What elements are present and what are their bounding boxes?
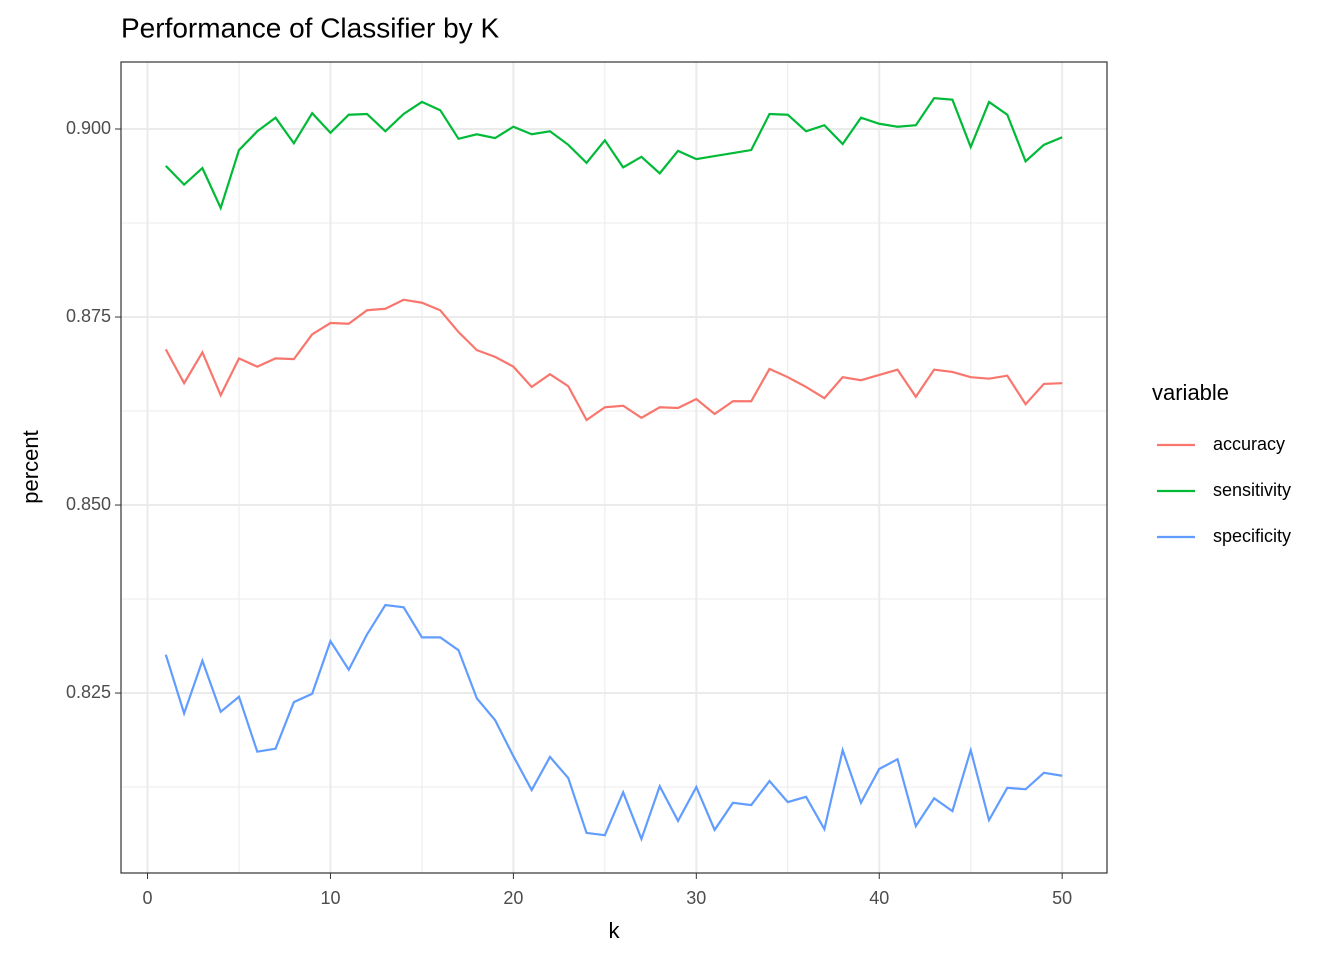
x-tick-label: 50 <box>1052 888 1072 908</box>
x-axis-title: k <box>609 918 621 943</box>
legend-label: specificity <box>1213 526 1291 546</box>
data-line <box>164 298 1063 422</box>
y-tick-label: 0.825 <box>66 682 111 702</box>
x-tick-label: 20 <box>503 888 523 908</box>
legend-label: accuracy <box>1213 434 1285 454</box>
data-line <box>165 97 1063 212</box>
legend-title: variable <box>1152 380 1229 405</box>
chart-title: Performance of Classifier by K <box>121 12 499 43</box>
legend-label: sensitivity <box>1213 480 1291 500</box>
x-tick-label: 0 <box>143 888 153 908</box>
y-tick-label: 0.900 <box>66 118 111 138</box>
panel-border <box>120 61 1108 874</box>
y-tick-label: 0.875 <box>66 306 111 326</box>
x-tick-label: 40 <box>869 888 889 908</box>
x-tick-label: 30 <box>686 888 706 908</box>
y-tick-label: 0.850 <box>66 494 111 514</box>
data-line <box>164 603 1063 843</box>
x-tick-label: 10 <box>320 888 340 908</box>
y-axis-title: percent <box>18 430 43 503</box>
